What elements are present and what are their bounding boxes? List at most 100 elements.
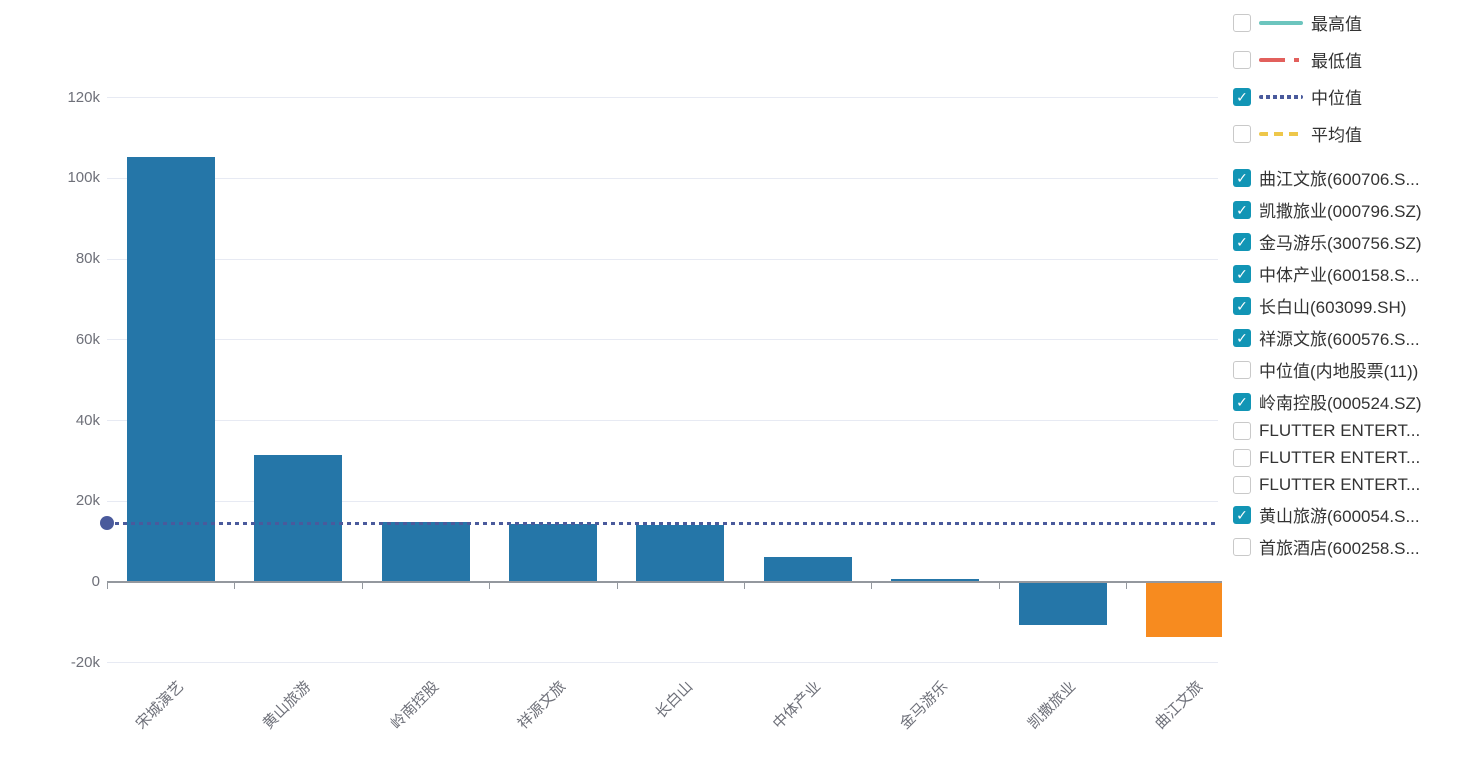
legend-line-dashed-icon [1259, 131, 1303, 136]
legend-line-solid-icon [1259, 20, 1303, 25]
y-axis-label: 40k [75, 411, 100, 429]
checkbox-unchecked-icon[interactable]: ✓ [1233, 476, 1251, 494]
legend-label: 黄山旅游(600054.S... [1259, 507, 1420, 526]
legend-stat-item-2[interactable]: ✓ 中位值 [1233, 84, 1362, 109]
legend-series-item-4[interactable]: ✓ 长白山(603099.SH) [1233, 293, 1422, 318]
legend-label: FLUTTER ENTERT... [1259, 475, 1421, 494]
y-gridline [107, 662, 1218, 664]
checkmark-icon: ✓ [1236, 393, 1248, 410]
y-axis-label: 80k [75, 250, 100, 267]
checkbox-unchecked-icon[interactable]: ✓ [1233, 13, 1251, 32]
legend-label: 长白山(603099.SH) [1259, 298, 1407, 317]
bar-祥源文旅[interactable] [508, 523, 597, 582]
bar-凯撒旅业[interactable] [1018, 583, 1107, 625]
legend-stat-item-0[interactable]: ✓ 最高值 [1233, 10, 1362, 35]
checkmark-icon: ✓ [1236, 88, 1248, 105]
y-axis-label: 20k [75, 492, 100, 510]
bar-曲江文旅[interactable] [1145, 583, 1222, 638]
x-axis-line [107, 581, 1222, 583]
checkbox-unchecked-icon[interactable]: ✓ [1233, 124, 1251, 143]
legend-series-item-7[interactable]: ✓ 岭南控股(000524.SZ) [1233, 389, 1422, 414]
y-gridline [107, 177, 1218, 179]
legend-series-item-2[interactable]: ✓ 金马游乐(300756.SZ) [1233, 229, 1422, 254]
x-axis-tick [998, 583, 1000, 589]
checkbox-checked-icon[interactable]: ✓ [1233, 200, 1251, 219]
checkbox-unchecked-icon[interactable]: ✓ [1233, 449, 1251, 467]
y-gridline [107, 258, 1218, 260]
checkmark-icon: ✓ [1236, 265, 1248, 282]
checkbox-checked-icon[interactable]: ✓ [1233, 328, 1251, 347]
bar-长白山[interactable] [636, 525, 725, 582]
checkbox-checked-icon[interactable]: ✓ [1233, 87, 1251, 106]
x-axis-tick [489, 583, 491, 589]
checkbox-unchecked-icon[interactable]: ✓ [1233, 360, 1251, 379]
y-gridline [107, 339, 1218, 341]
legend-label: FLUTTER ENTERT... [1259, 448, 1421, 467]
checkbox-checked-icon[interactable]: ✓ [1233, 168, 1251, 187]
checkmark-icon: ✓ [1236, 506, 1248, 523]
x-axis-label-宋城演艺: 宋城演艺 [132, 678, 187, 733]
legend-label: 祥源文旅(600576.S... [1259, 330, 1420, 349]
legend-label: 凯撒旅业(000796.SZ) [1259, 202, 1422, 221]
checkmark-icon: ✓ [1236, 329, 1248, 346]
legend-label: 曲江文旅(600706.S... [1259, 170, 1420, 189]
checkbox-unchecked-icon[interactable]: ✓ [1233, 50, 1251, 69]
checkbox-checked-icon[interactable]: ✓ [1233, 505, 1251, 524]
median-dot [100, 516, 114, 531]
legend-series-item-8[interactable]: ✓ FLUTTER ENTERT... [1233, 421, 1422, 441]
checkmark-icon: ✓ [1236, 169, 1248, 186]
y-gridline [107, 500, 1218, 502]
y-axis-label: 100k [67, 169, 100, 187]
bar-中体产业[interactable] [763, 556, 852, 582]
checkmark-icon: ✓ [1236, 201, 1248, 218]
checkbox-checked-icon[interactable]: ✓ [1233, 232, 1251, 251]
x-axis-tick [361, 583, 363, 589]
legend-label: FLUTTER ENTERT... [1259, 421, 1421, 440]
checkmark-icon: ✓ [1236, 233, 1248, 250]
legend-series-item-5[interactable]: ✓ 祥源文旅(600576.S... [1233, 325, 1422, 350]
legend-label: 中位值 [1311, 89, 1362, 108]
checkbox-unchecked-icon[interactable]: ✓ [1233, 537, 1251, 556]
legend-series-item-10[interactable]: ✓ FLUTTER ENTERT... [1233, 475, 1422, 495]
legend-label: 首旅酒店(600258.S... [1259, 539, 1420, 558]
x-axis-tick [107, 583, 108, 589]
bar-岭南控股[interactable] [381, 521, 470, 582]
legend-line-dotted-icon [1259, 94, 1303, 99]
bar-chart: 120k 100k 80k 60k 40k 20k 0 -20k 宋城演艺 黄山旅游 岭南控股 祥源文… [67, 88, 1222, 733]
bar-黄山旅游[interactable] [254, 454, 343, 582]
legend-stat-group: ✓ 最高值 ✓ 最低值 ✓ 中位值 ✓ 平均值 [1233, 10, 1362, 146]
legend-series-item-12[interactable]: ✓ 首旅酒店(600258.S... [1233, 534, 1422, 559]
legend-label: 金马游乐(300756.SZ) [1259, 234, 1422, 253]
legend-series-item-0[interactable]: ✓ 曲江文旅(600706.S... [1233, 165, 1422, 190]
legend-label: 最高值 [1311, 15, 1362, 34]
legend-series-item-6[interactable]: ✓ 中位值(内地股票(11)) [1233, 357, 1422, 382]
legend-stat-item-1[interactable]: ✓ 最低值 [1233, 47, 1362, 72]
x-axis-tick [234, 583, 236, 589]
x-axis-tick [871, 583, 873, 589]
checkbox-checked-icon[interactable]: ✓ [1233, 296, 1251, 315]
legend-series-group: ✓ 曲江文旅(600706.S... ✓ 凯撒旅业(000796.SZ) ✓ 金马游乐(3… [1233, 165, 1422, 559]
median-line [107, 521, 1218, 525]
legend-series-item-11[interactable]: ✓ 黄山旅游(600054.S... [1233, 502, 1422, 527]
x-axis-tick [1126, 583, 1128, 589]
bar-宋城演艺[interactable] [126, 156, 215, 582]
legend-line-dash-dot-icon [1259, 57, 1303, 62]
legend-label: 中体产业(600158.S... [1259, 266, 1420, 285]
legend-label: 平均值 [1311, 126, 1362, 145]
checkbox-unchecked-icon[interactable]: ✓ [1233, 422, 1251, 440]
legend-series-item-1[interactable]: ✓ 凯撒旅业(000796.SZ) [1233, 197, 1422, 222]
legend-stat-item-3[interactable]: ✓ 平均值 [1233, 121, 1362, 146]
y-gridline [107, 97, 1218, 98]
checkbox-checked-icon[interactable]: ✓ [1233, 264, 1251, 283]
y-axis-label: 0 [91, 573, 100, 590]
legend-series-item-9[interactable]: ✓ FLUTTER ENTERT... [1233, 448, 1422, 468]
y-axis-label: -20k [70, 653, 100, 671]
y-axis-label: 60k [75, 330, 100, 348]
legend-label: 中位值(内地股票(11)) [1259, 362, 1419, 381]
bar-金马游乐[interactable] [891, 578, 980, 582]
y-axis-label: 120k [67, 88, 100, 106]
legend-label: 岭南控股(000524.SZ) [1259, 394, 1422, 413]
legend-series-item-3[interactable]: ✓ 中体产业(600158.S... [1233, 261, 1422, 286]
checkbox-checked-icon[interactable]: ✓ [1233, 392, 1251, 411]
legend-label: 最低值 [1311, 52, 1362, 71]
